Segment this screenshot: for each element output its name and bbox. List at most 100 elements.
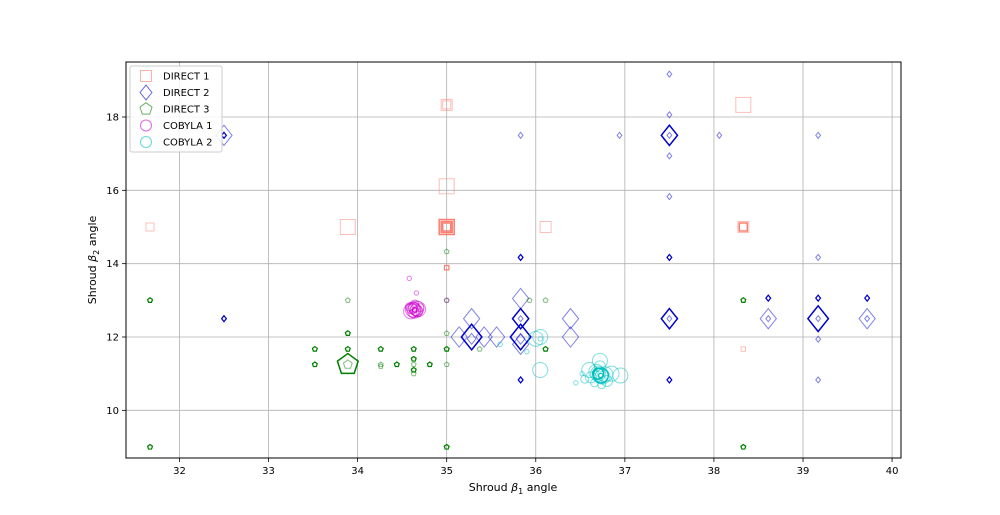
x-axis-label-symbol: β — [510, 481, 518, 494]
y-axis-label-suffix: angle — [86, 215, 99, 249]
data-point — [612, 367, 629, 384]
data-points — [145, 70, 876, 450]
data-point-highlight — [344, 345, 351, 352]
data-point — [815, 314, 822, 323]
x-tick-label: 36 — [529, 466, 542, 477]
data-point-highlight — [591, 367, 605, 380]
data-point-highlight — [443, 443, 450, 450]
data-point-highlight — [660, 124, 679, 147]
x-axis-label: Shroud β1 angle — [469, 481, 558, 496]
data-point-highlight — [344, 330, 351, 336]
y-tick-label: 16 — [106, 186, 119, 197]
data-point — [339, 219, 356, 235]
data-point-highlight — [806, 304, 830, 333]
data-point-highlight — [146, 297, 154, 303]
data-point-highlight — [410, 366, 417, 373]
data-point-highlight — [765, 294, 772, 303]
data-point — [740, 346, 747, 352]
data-point-highlight — [443, 345, 450, 352]
data-point — [716, 131, 723, 140]
data-point-highlight — [864, 294, 871, 303]
data-point — [666, 131, 673, 140]
series-cobyla-2 — [497, 329, 629, 390]
data-point — [579, 370, 585, 377]
data-point-highlight — [666, 375, 673, 384]
data-point — [476, 345, 483, 352]
data-point-highlight — [517, 253, 524, 262]
data-point-highlight — [311, 361, 318, 368]
data-point-highlight — [336, 352, 360, 375]
data-point — [666, 152, 673, 160]
legend-marker — [140, 136, 152, 148]
data-point-highlight — [440, 220, 453, 234]
data-point — [815, 335, 822, 343]
legend: DIRECT 1 DIRECT 2 DIRECT 3 COBYLA 1 COBYLA 2 — [129, 65, 223, 153]
data-point-highlight — [511, 307, 530, 330]
data-point — [759, 307, 778, 330]
series-direct-1 — [145, 96, 752, 352]
data-point — [442, 100, 452, 110]
data-point-highlight — [815, 294, 822, 303]
y-axis-label-subscript: 2 — [92, 250, 101, 255]
data-point — [404, 302, 414, 312]
plot-frame — [125, 61, 902, 459]
legend-label: COBYLA 2 — [163, 138, 212, 149]
data-point — [440, 98, 453, 111]
data-point — [666, 70, 673, 78]
data-point — [344, 297, 351, 303]
data-point — [532, 362, 549, 378]
data-point — [735, 96, 752, 113]
data-point — [406, 275, 412, 282]
legend-label: COBYLA 1 — [163, 121, 212, 132]
y-tick-label: 10 — [106, 406, 119, 417]
data-point — [497, 341, 503, 348]
data-point — [561, 326, 580, 348]
data-point-highlight — [740, 297, 747, 303]
data-point — [443, 248, 450, 255]
series-direct-2 — [215, 70, 876, 384]
legend-label: DIRECT 1 — [163, 72, 210, 83]
legend-label: DIRECT 3 — [163, 105, 210, 116]
data-point-highlight — [509, 322, 532, 352]
y-axis-ticks: 10 12 14 16 18 — [106, 113, 126, 417]
data-point — [858, 307, 876, 330]
y-axis-label-prefix: Shroud — [86, 262, 99, 304]
x-tick-label: 40 — [886, 466, 899, 477]
legend-label: DIRECT 2 — [163, 88, 210, 99]
x-tick-label: 34 — [351, 466, 364, 477]
x-tick-label: 32 — [173, 466, 186, 477]
y-tick-label: 18 — [106, 113, 119, 124]
data-point — [593, 360, 606, 373]
data-point-highlight — [460, 322, 483, 352]
data-point — [377, 363, 384, 369]
data-point — [561, 307, 580, 330]
data-point-highlight — [393, 361, 400, 368]
data-point — [864, 314, 871, 323]
data-point — [517, 131, 524, 140]
data-point-highlight — [443, 264, 450, 271]
data-point — [410, 361, 417, 368]
data-point — [410, 370, 417, 377]
data-point — [765, 314, 772, 323]
data-point — [526, 297, 533, 303]
data-point — [666, 314, 673, 323]
data-point-highlight — [597, 372, 604, 379]
x-axis-label-suffix: angle — [523, 481, 557, 494]
data-point-highlight — [542, 345, 549, 352]
x-axis-label-prefix: Shroud — [469, 481, 511, 494]
x-tick-label: 39 — [797, 466, 810, 477]
data-point — [524, 348, 530, 355]
legend-marker — [139, 84, 153, 101]
data-point — [342, 359, 353, 369]
data-point-highlight — [738, 222, 749, 232]
data-point — [438, 178, 455, 195]
data-point-highlight — [426, 361, 433, 368]
data-point-highlight — [660, 307, 679, 330]
legend-marker — [139, 102, 153, 115]
data-point — [443, 297, 450, 304]
grid — [126, 62, 901, 458]
data-point — [815, 131, 822, 140]
data-point — [413, 290, 420, 296]
data-point-highlight — [517, 375, 524, 384]
